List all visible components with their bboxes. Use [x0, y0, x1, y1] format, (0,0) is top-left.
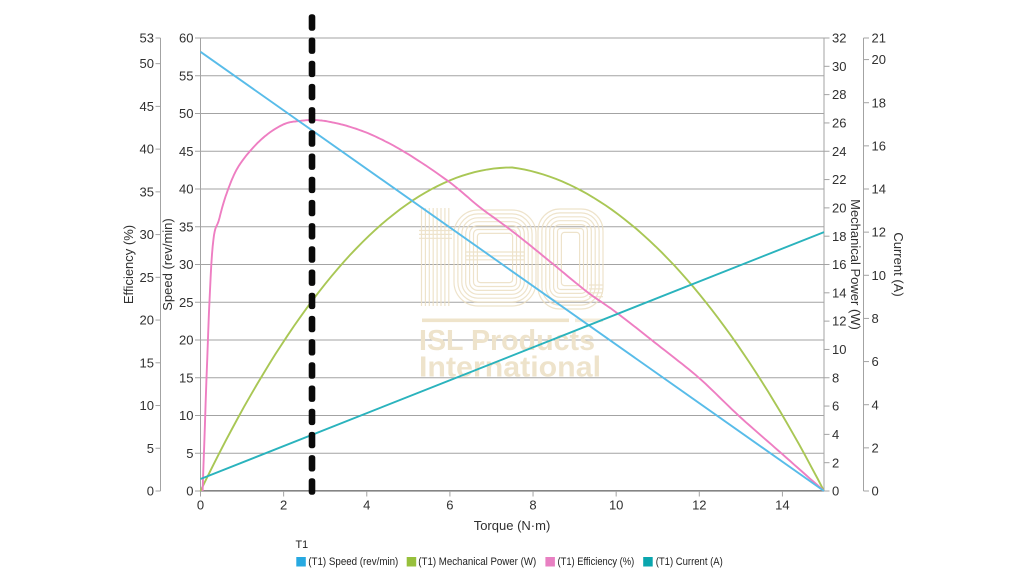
svg-text:20: 20	[872, 52, 886, 67]
svg-text:6: 6	[872, 354, 879, 369]
svg-text:16: 16	[832, 257, 846, 272]
svg-text:30: 30	[140, 227, 154, 242]
svg-text:14: 14	[775, 498, 789, 513]
svg-text:45: 45	[140, 99, 154, 114]
svg-text:Mechanical Power (W): Mechanical Power (W)	[848, 199, 863, 330]
svg-text:30: 30	[179, 257, 193, 272]
svg-text:Speed (rev/min): Speed (rev/min)	[160, 218, 175, 310]
svg-text:6: 6	[832, 399, 839, 414]
svg-text:15: 15	[179, 370, 193, 385]
svg-text:Current (A): Current (A)	[891, 232, 906, 296]
svg-text:2: 2	[872, 441, 879, 456]
svg-text:(T1) Speed (rev/min): (T1) Speed (rev/min)	[308, 556, 398, 568]
svg-text:2: 2	[832, 455, 839, 470]
svg-text:18: 18	[832, 229, 846, 244]
svg-text:50: 50	[140, 56, 154, 71]
svg-text:(T1) Mechanical Power (W): (T1) Mechanical Power (W)	[418, 556, 536, 568]
svg-text:0: 0	[197, 498, 204, 513]
svg-text:Efficiency (%): Efficiency (%)	[121, 225, 136, 304]
svg-text:10: 10	[609, 498, 623, 513]
svg-text:20: 20	[832, 201, 846, 216]
svg-text:Torque (N·m): Torque (N·m)	[474, 518, 551, 533]
svg-text:16: 16	[872, 139, 886, 154]
svg-text:32: 32	[832, 31, 846, 46]
svg-text:(T1) Efficiency (%): (T1) Efficiency (%)	[558, 556, 635, 568]
svg-text:4: 4	[872, 397, 879, 412]
svg-text:10: 10	[179, 408, 193, 423]
svg-text:5: 5	[186, 446, 193, 461]
svg-text:0: 0	[186, 484, 193, 499]
svg-text:0: 0	[832, 484, 839, 499]
svg-text:50: 50	[179, 106, 193, 121]
svg-text:26: 26	[832, 116, 846, 131]
svg-text:T1: T1	[296, 539, 309, 551]
svg-text:ISL Products: ISL Products	[419, 325, 595, 357]
svg-text:18: 18	[872, 95, 886, 110]
svg-text:8: 8	[872, 311, 879, 326]
svg-text:12: 12	[872, 225, 886, 240]
svg-text:14: 14	[872, 182, 886, 197]
svg-text:10: 10	[832, 342, 846, 357]
svg-text:55: 55	[179, 68, 193, 83]
svg-text:2: 2	[280, 498, 287, 513]
svg-text:20: 20	[179, 333, 193, 348]
svg-text:22: 22	[832, 172, 846, 187]
svg-text:12: 12	[692, 498, 706, 513]
svg-text:60: 60	[179, 31, 193, 46]
svg-text:40: 40	[140, 142, 154, 157]
svg-text:53: 53	[140, 31, 154, 46]
svg-text:28: 28	[832, 87, 846, 102]
svg-text:5: 5	[147, 441, 154, 456]
svg-text:(T1) Current (A): (T1) Current (A)	[656, 556, 723, 568]
svg-text:10: 10	[872, 268, 886, 283]
svg-text:10: 10	[140, 398, 154, 413]
svg-text:12: 12	[832, 314, 846, 329]
svg-text:45: 45	[179, 144, 193, 159]
svg-text:21: 21	[872, 31, 886, 46]
svg-text:15: 15	[140, 355, 154, 370]
svg-text:4: 4	[363, 498, 370, 513]
svg-text:25: 25	[179, 295, 193, 310]
svg-text:4: 4	[832, 427, 839, 442]
svg-text:24: 24	[832, 144, 846, 159]
svg-text:25: 25	[140, 270, 154, 285]
svg-text:6: 6	[446, 498, 453, 513]
svg-text:20: 20	[140, 313, 154, 328]
svg-text:0: 0	[147, 484, 154, 499]
svg-text:30: 30	[832, 59, 846, 74]
svg-text:0: 0	[872, 484, 879, 499]
svg-text:40: 40	[179, 182, 193, 197]
svg-text:35: 35	[140, 184, 154, 199]
svg-text:8: 8	[832, 370, 839, 385]
svg-text:14: 14	[832, 285, 846, 300]
svg-text:8: 8	[529, 498, 536, 513]
svg-text:35: 35	[179, 219, 193, 234]
